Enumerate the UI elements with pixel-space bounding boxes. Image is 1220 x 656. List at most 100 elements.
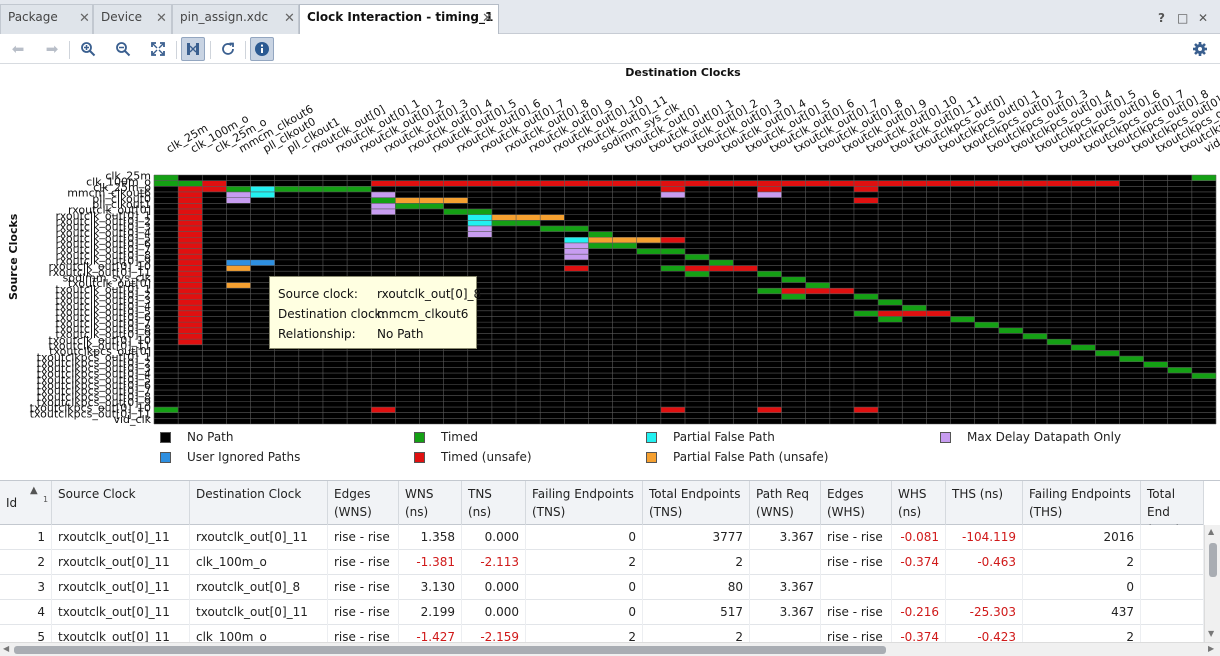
matrix-cell[interactable] [178, 214, 203, 221]
matrix-cell[interactable] [178, 186, 203, 192]
matrix-cell[interactable] [878, 316, 903, 323]
matrix-cell[interactable] [950, 180, 975, 187]
matrix-cell[interactable] [154, 175, 179, 181]
column-header[interactable]: TNS (ns) [462, 481, 526, 525]
matrix-cell[interactable] [1191, 175, 1216, 181]
matrix-cell[interactable] [371, 197, 396, 204]
matrix-cell[interactable] [564, 180, 589, 187]
matrix-cell[interactable] [1167, 367, 1192, 374]
matrix-cell[interactable] [395, 203, 420, 209]
matrix-cell[interactable] [926, 180, 951, 187]
matrix-cell[interactable] [660, 191, 685, 198]
matrix-cell[interactable] [298, 186, 323, 192]
matrix-cell[interactable] [371, 203, 396, 209]
matrix-cell[interactable] [467, 214, 492, 221]
arrow-right-icon[interactable]: ➡ [45, 40, 59, 58]
matrix-cell[interactable] [540, 225, 565, 232]
matrix-cell[interactable] [660, 186, 685, 192]
matrix-cell[interactable] [902, 305, 927, 311]
matrix-cell[interactable] [419, 180, 444, 187]
matrix-cell[interactable] [564, 265, 589, 272]
column-header[interactable]: WNS (ns) [399, 481, 462, 525]
matrix-cell[interactable] [878, 310, 903, 317]
matrix-cell[interactable] [178, 288, 203, 294]
matrix-cell[interactable] [564, 248, 589, 255]
matrix-cell[interactable] [781, 293, 806, 300]
matrix-cell[interactable] [1071, 180, 1096, 187]
matrix-cell[interactable] [1095, 350, 1120, 357]
column-header[interactable]: Total Endpoints (TNS) [643, 481, 750, 525]
scroll-left-icon[interactable]: ◀ [3, 644, 10, 653]
matrix-cell[interactable] [588, 180, 613, 187]
matrix-cell[interactable] [588, 237, 613, 243]
matrix-cell[interactable] [226, 191, 251, 198]
matrix-cell[interactable] [226, 197, 251, 204]
matrix-cell[interactable] [1119, 356, 1144, 362]
matrix-cell[interactable] [178, 242, 203, 249]
matrix-cell[interactable] [178, 180, 203, 187]
close-icon[interactable]: ✕ [284, 11, 295, 26]
table-row[interactable]: 3 rxoutclk_out[0]_11 rxoutclk_out[0]_8 rise… [0, 575, 1204, 600]
matrix-cell[interactable] [250, 191, 275, 198]
matrix-cell[interactable] [902, 180, 927, 187]
matrix-cell[interactable] [226, 265, 251, 272]
matrix-cell[interactable] [612, 237, 637, 243]
matrix-cell[interactable] [178, 259, 203, 266]
matrix-cell[interactable] [371, 191, 396, 198]
matrix-cell[interactable] [781, 288, 806, 294]
matrix-cell[interactable] [178, 299, 203, 306]
matrix-cell[interactable] [564, 237, 589, 243]
matrix-cell[interactable] [178, 225, 203, 232]
column-header[interactable]: Total End (THS) [1141, 481, 1204, 525]
matrix-cell[interactable] [491, 214, 517, 221]
matrix-cell[interactable] [178, 327, 203, 334]
zoom-in-icon[interactable] [76, 37, 100, 61]
matrix-cell[interactable] [202, 186, 227, 192]
matrix-cell[interactable] [178, 305, 203, 311]
matrix-cell[interactable] [685, 180, 710, 187]
matrix-cell[interactable] [178, 248, 203, 255]
matrix-cell[interactable] [322, 186, 348, 192]
matrix-cell[interactable] [178, 316, 203, 323]
matrix-cell[interactable] [371, 407, 396, 413]
matrix-cell[interactable] [950, 316, 975, 323]
matrix-cell[interactable] [491, 180, 517, 187]
matrix-cell[interactable] [178, 265, 203, 272]
matrix-cell[interactable] [564, 225, 589, 232]
fit-to-window-icon[interactable] [146, 37, 170, 61]
matrix-cell[interactable] [878, 180, 903, 187]
matrix-cell[interactable] [516, 220, 541, 226]
column-header[interactable]: Edges (WHS) [821, 481, 892, 525]
horizontal-scrollbar[interactable]: ◀ ▶ [0, 642, 1220, 656]
scroll-thumb[interactable] [1209, 543, 1217, 577]
matrix-cell[interactable] [443, 208, 468, 215]
matrix-cell[interactable] [685, 265, 710, 272]
matrix-cell[interactable] [226, 186, 251, 192]
matrix-cell[interactable] [853, 186, 879, 192]
vertical-scrollbar[interactable]: ▲ ▼ [1204, 525, 1220, 642]
matrix-cell[interactable] [1022, 333, 1048, 340]
matrix-cell[interactable] [178, 310, 203, 317]
matrix-cell[interactable] [178, 276, 203, 283]
tab-clock-interaction[interactable]: Clock Interaction - timing_1 ✕ [299, 4, 499, 35]
table-row[interactable]: 5 txoutclk_out[0]_11 clk_100m_o rise - rise… [0, 625, 1204, 642]
matrix-cell[interactable] [829, 180, 854, 187]
matrix-cell[interactable] [853, 407, 879, 413]
matrix-cell[interactable] [178, 271, 203, 277]
matrix-cell[interactable] [660, 248, 685, 255]
matrix-cell[interactable] [178, 254, 203, 260]
matrix-cell[interactable] [395, 197, 420, 204]
matrix-cell[interactable] [757, 271, 782, 277]
tab-package[interactable]: Package ✕ [0, 4, 93, 34]
matrix-cell[interactable] [154, 180, 179, 187]
matrix-cell[interactable] [612, 242, 637, 249]
matrix-cell[interactable] [757, 407, 782, 413]
matrix-cell[interactable] [709, 180, 734, 187]
matrix-cell[interactable] [540, 180, 565, 187]
matrix-cell[interactable] [757, 191, 782, 198]
matrix-cell[interactable] [250, 186, 275, 192]
help-icon[interactable]: ? [1158, 11, 1165, 25]
matrix-cell[interactable] [998, 180, 1023, 187]
tab-device[interactable]: Device ✕ [93, 4, 172, 34]
table-row[interactable]: 2 rxoutclk_out[0]_11 clk_100m_o rise - rise… [0, 550, 1204, 575]
